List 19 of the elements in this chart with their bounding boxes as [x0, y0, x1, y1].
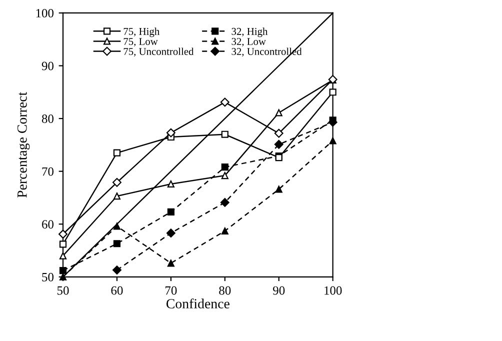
- y-tick-label: 60: [42, 220, 54, 229]
- x-tick-label: 90: [273, 286, 285, 295]
- legend-label: 32, Low: [232, 38, 266, 46]
- legend-label: 75, Low: [124, 38, 158, 46]
- legend-label: 75, Uncontrolled: [124, 48, 194, 57]
- x-axis-title: Confidence: [166, 298, 230, 308]
- x-tick-label: 80: [219, 286, 231, 295]
- legend-label: 32, High: [232, 28, 268, 38]
- x-tick-label: 100: [324, 286, 342, 295]
- legend-label: 75, High: [124, 28, 160, 38]
- y-tick-label: 90: [42, 62, 54, 70]
- y-tick-label: 70: [42, 167, 54, 176]
- y-tick-label: 80: [42, 114, 54, 123]
- y-tick-label: 50: [42, 272, 54, 282]
- x-tick-label: 60: [111, 286, 123, 295]
- x-tick-label: 50: [57, 286, 69, 295]
- y-axis-title: Percentage Correct: [17, 92, 30, 198]
- y-tick-label: 100: [36, 8, 54, 18]
- x-tick-label: 70: [166, 286, 177, 295]
